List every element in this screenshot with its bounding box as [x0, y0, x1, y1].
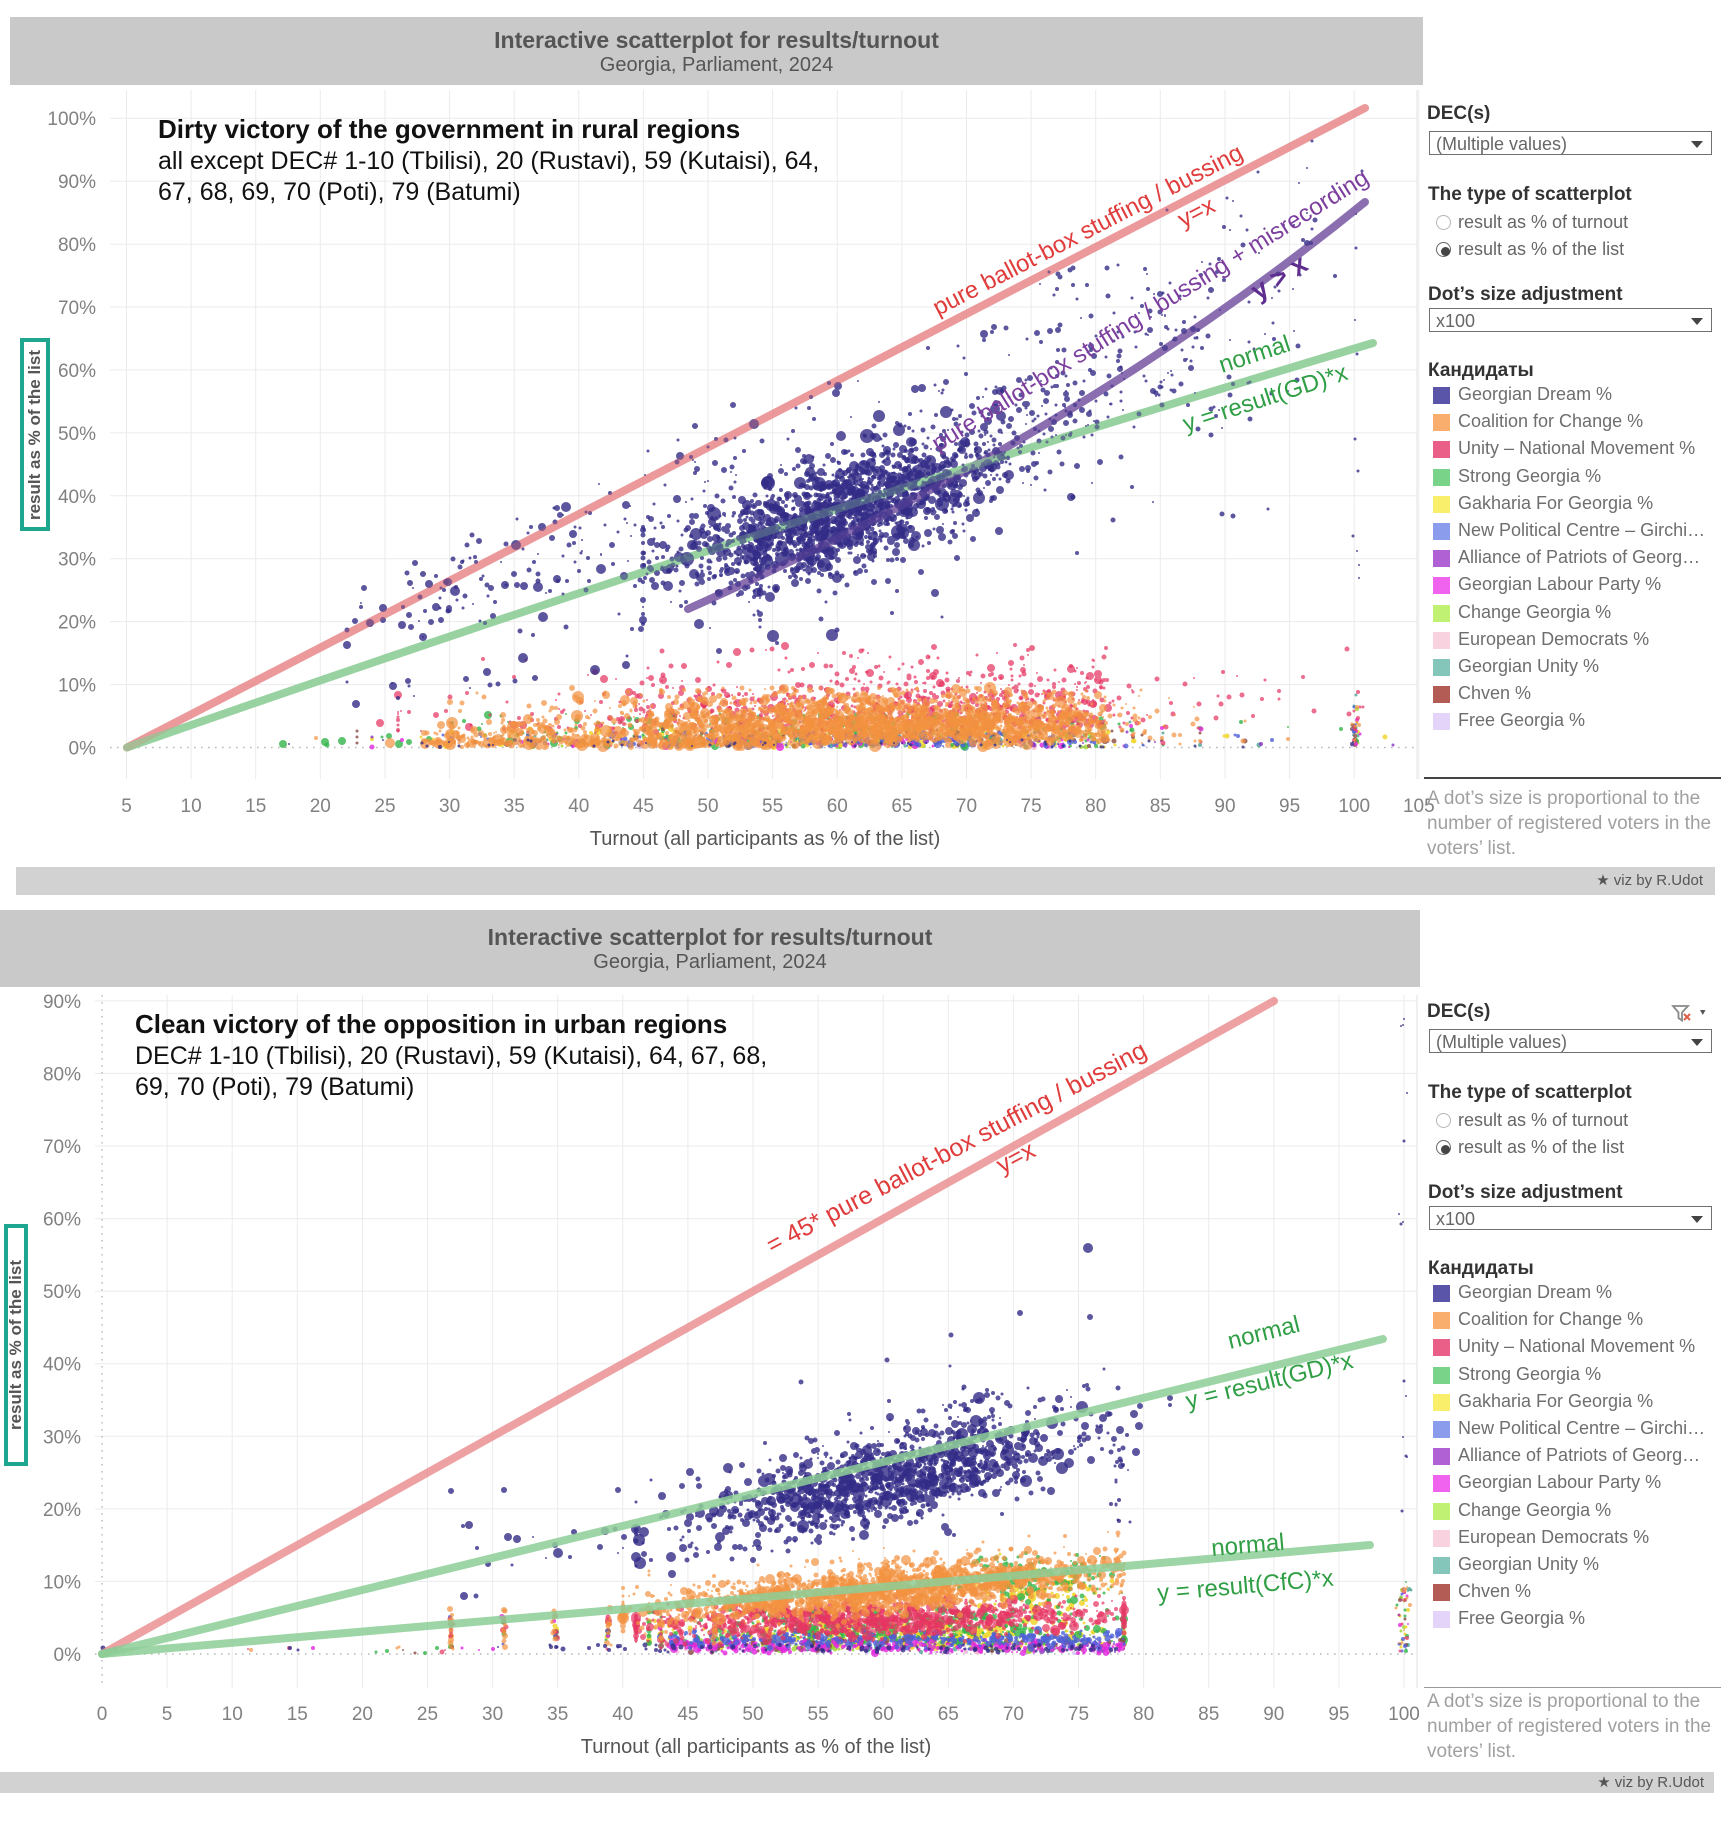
svg-text:50%: 50% — [43, 1282, 81, 1303]
svg-text:69, 70 (Poti), 79 (Batumi): 69, 70 (Poti), 79 (Batumi) — [135, 1073, 414, 1101]
svg-text:10: 10 — [222, 1704, 243, 1725]
svg-text:75: 75 — [1021, 796, 1042, 817]
svg-text:40: 40 — [612, 1704, 633, 1725]
svg-text:60: 60 — [827, 796, 848, 817]
svg-text:45: 45 — [633, 796, 654, 817]
svg-text:20%: 20% — [58, 613, 96, 634]
svg-text:80%: 80% — [43, 1064, 81, 1085]
svg-text:70: 70 — [956, 796, 977, 817]
svg-text:60: 60 — [873, 1704, 894, 1725]
svg-text:90%: 90% — [43, 992, 81, 1013]
svg-text:95: 95 — [1328, 1704, 1349, 1725]
svg-text:30%: 30% — [43, 1427, 81, 1448]
svg-text:100: 100 — [1338, 796, 1370, 817]
svg-text:35: 35 — [504, 796, 525, 817]
svg-text:80%: 80% — [58, 235, 96, 256]
svg-text:65: 65 — [891, 796, 912, 817]
svg-text:35: 35 — [547, 1704, 568, 1725]
svg-text:y = result(GD)*x: y = result(GD)*x — [1180, 359, 1351, 438]
svg-text:25: 25 — [374, 796, 395, 817]
svg-text:90: 90 — [1214, 796, 1235, 817]
svg-text:75: 75 — [1068, 1704, 1089, 1725]
svg-text:Turnout (all participants as %: Turnout (all participants as % of the li… — [581, 1736, 932, 1758]
svg-text:5: 5 — [162, 1704, 173, 1725]
svg-text:95: 95 — [1279, 796, 1300, 817]
svg-text:50: 50 — [742, 1704, 763, 1725]
svg-text:45: 45 — [677, 1704, 698, 1725]
svg-text:25: 25 — [417, 1704, 438, 1725]
svg-text:105: 105 — [1403, 796, 1435, 817]
svg-text:30%: 30% — [58, 550, 96, 571]
svg-text:15: 15 — [245, 796, 266, 817]
svg-text:15: 15 — [287, 1704, 308, 1725]
svg-text:Clean victory of the oppositio: Clean victory of the opposition in urban… — [135, 1009, 727, 1039]
svg-text:10: 10 — [181, 796, 202, 817]
svg-text:85: 85 — [1150, 796, 1171, 817]
svg-text:10%: 10% — [43, 1572, 81, 1593]
svg-text:30: 30 — [482, 1704, 503, 1725]
svg-text:90%: 90% — [58, 172, 96, 193]
svg-text:normal: normal — [1225, 1311, 1303, 1355]
svg-text:80: 80 — [1085, 796, 1106, 817]
svg-text:y = result(CfC)*x: y = result(CfC)*x — [1156, 1565, 1334, 1607]
svg-text:20%: 20% — [43, 1500, 81, 1521]
svg-text:60%: 60% — [43, 1210, 81, 1231]
svg-text:0: 0 — [97, 1704, 108, 1725]
svg-text:all except DEC# 1-10 (Tbilisi): all except DEC# 1-10 (Tbilisi), 20 (Rust… — [158, 147, 819, 175]
svg-text:70: 70 — [1003, 1704, 1024, 1725]
svg-text:y=x: y=x — [1173, 192, 1219, 233]
svg-text:30: 30 — [439, 796, 460, 817]
svg-text:90: 90 — [1263, 1704, 1284, 1725]
svg-text:y=x: y=x — [992, 1136, 1041, 1179]
svg-text:= 45* pure ballot-box stuffing: = 45* pure ballot-box stuffing / bussing — [762, 1036, 1151, 1259]
svg-text:100: 100 — [1388, 1704, 1420, 1725]
svg-text:5: 5 — [121, 796, 132, 817]
svg-text:0%: 0% — [69, 739, 97, 760]
svg-text:70%: 70% — [58, 298, 96, 319]
svg-text:0%: 0% — [54, 1645, 82, 1666]
svg-text:85: 85 — [1198, 1704, 1219, 1725]
svg-text:100%: 100% — [47, 109, 96, 130]
svg-text:normal: normal — [1210, 1529, 1285, 1562]
svg-text:55: 55 — [762, 796, 783, 817]
svg-text:70%: 70% — [43, 1137, 81, 1158]
svg-text:Dirty victory of the governmen: Dirty victory of the government in rural… — [158, 114, 740, 144]
svg-text:50%: 50% — [58, 424, 96, 445]
svg-text:80: 80 — [1133, 1704, 1154, 1725]
svg-text:65: 65 — [938, 1704, 959, 1725]
svg-text:55: 55 — [808, 1704, 829, 1725]
svg-text:40%: 40% — [43, 1355, 81, 1376]
svg-text:50: 50 — [697, 796, 718, 817]
svg-text:20: 20 — [352, 1704, 373, 1725]
svg-text:DEC# 1-10 (Tbilisi), 20 (Rusta: DEC# 1-10 (Tbilisi), 20 (Rustavi), 59 (K… — [135, 1042, 767, 1070]
svg-text:40: 40 — [568, 796, 589, 817]
svg-text:40%: 40% — [58, 487, 96, 508]
svg-text:10%: 10% — [58, 676, 96, 697]
svg-text:67, 68, 69, 70 (Poti), 79 (Bat: 67, 68, 69, 70 (Poti), 79 (Batumi) — [158, 178, 521, 206]
svg-text:20: 20 — [310, 796, 331, 817]
svg-text:60%: 60% — [58, 361, 96, 382]
svg-text:Turnout (all participants as %: Turnout (all participants as % of the li… — [590, 828, 941, 850]
